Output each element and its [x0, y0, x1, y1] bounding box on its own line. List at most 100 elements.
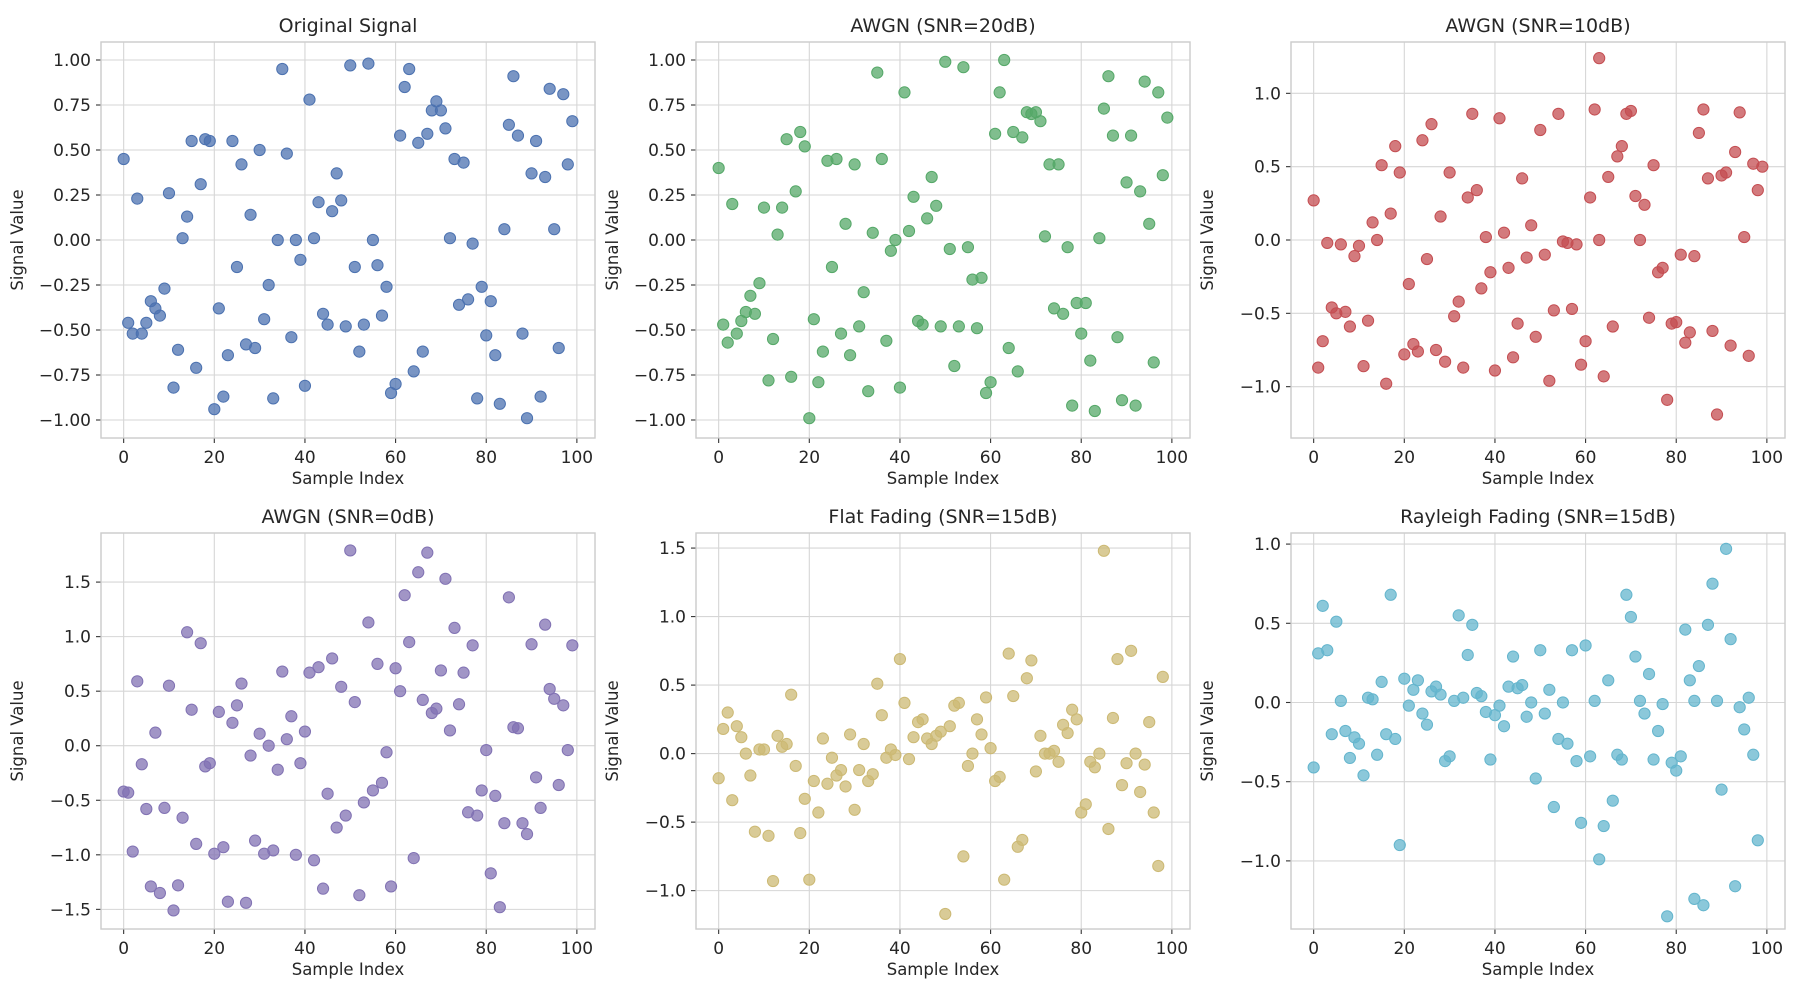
data-point — [439, 572, 452, 585]
y-axis-label: Signal Value — [1198, 189, 1217, 290]
data-point — [776, 201, 789, 214]
data-point — [970, 322, 984, 335]
data-point — [185, 134, 198, 148]
data-point — [443, 724, 457, 737]
data-point — [253, 727, 266, 740]
data-point — [1656, 261, 1669, 274]
data-point — [380, 280, 393, 293]
data-point — [1416, 707, 1429, 720]
data-point — [1593, 52, 1606, 65]
data-point — [1547, 304, 1560, 317]
x-tick-label: 100 — [1156, 448, 1188, 468]
data-point — [248, 341, 262, 355]
data-point — [217, 390, 230, 403]
data-point — [1570, 238, 1583, 251]
data-point — [862, 385, 875, 398]
chart-title: Original Signal — [279, 15, 418, 37]
data-point — [871, 677, 884, 690]
y-tick-label: 0.5 — [659, 676, 686, 696]
data-point — [916, 713, 929, 726]
data-point — [1307, 761, 1320, 774]
data-point — [289, 848, 302, 861]
data-point — [285, 331, 298, 344]
data-point — [1161, 111, 1174, 124]
y-axis-label: Signal Value — [8, 680, 27, 781]
y-tick-label: 0.0 — [1254, 693, 1281, 713]
data-point — [194, 637, 207, 650]
data-point — [384, 880, 398, 893]
data-point — [1475, 282, 1488, 295]
x-tick-label: 40 — [1484, 939, 1506, 959]
data-point — [280, 147, 293, 160]
data-point — [993, 770, 1006, 784]
x-tick-label: 0 — [118, 448, 129, 468]
data-point — [1097, 544, 1110, 557]
data-point — [893, 652, 907, 666]
data-point — [1652, 724, 1665, 738]
data-point — [1156, 670, 1169, 683]
data-point — [1411, 674, 1424, 687]
data-point — [475, 784, 488, 797]
data-point — [1106, 711, 1120, 725]
y-tick-label: −1.0 — [645, 882, 686, 902]
data-point — [144, 880, 157, 893]
data-point — [480, 329, 493, 342]
y-tick-label: 1.00 — [53, 51, 91, 71]
data-point — [1710, 694, 1724, 708]
y-tick-label: −0.5 — [1240, 304, 1281, 324]
data-point — [1375, 675, 1388, 688]
x-tick-label: 60 — [1575, 448, 1597, 468]
data-point — [907, 731, 920, 744]
y-tick-label: 0.50 — [53, 141, 91, 161]
data-point — [516, 817, 529, 830]
y-tick-label: 0.25 — [53, 186, 91, 206]
data-point — [511, 722, 525, 735]
data-point — [131, 675, 144, 688]
data-point — [1330, 615, 1343, 628]
data-point — [1438, 355, 1452, 368]
data-point — [1488, 364, 1502, 377]
data-point — [1661, 910, 1674, 923]
data-point — [153, 886, 167, 900]
data-point — [1751, 184, 1764, 197]
data-point — [1152, 86, 1165, 99]
data-point — [989, 127, 1002, 140]
data-point — [457, 156, 470, 169]
data-point — [1052, 755, 1065, 768]
data-point — [1357, 769, 1370, 782]
data-point — [525, 638, 538, 651]
data-point — [785, 370, 798, 383]
data-point — [1624, 610, 1638, 624]
y-tick-label: 0.0 — [64, 737, 91, 757]
data-point — [1038, 230, 1052, 243]
y-tick-label: −0.50 — [39, 321, 91, 341]
data-point — [1147, 806, 1160, 819]
data-point — [162, 187, 176, 200]
data-point — [489, 349, 502, 362]
data-point — [335, 194, 348, 207]
data-point — [471, 392, 484, 405]
data-point — [566, 115, 579, 128]
data-point — [1520, 251, 1533, 264]
data-point — [498, 817, 511, 830]
data-point — [1593, 853, 1606, 866]
data-point — [1738, 723, 1751, 736]
data-point — [190, 361, 203, 374]
data-point — [1002, 647, 1015, 660]
data-point — [1484, 753, 1497, 766]
data-point — [303, 666, 316, 679]
x-tick-label: 100 — [1751, 448, 1783, 468]
x-tick-label: 20 — [1393, 448, 1415, 468]
data-point — [1670, 764, 1683, 777]
data-point — [739, 747, 752, 760]
data-point — [1624, 104, 1638, 118]
data-point — [966, 747, 979, 760]
x-tick-label: 60 — [980, 939, 1002, 959]
data-point — [162, 679, 176, 692]
data-point — [167, 904, 180, 917]
data-point — [1366, 693, 1379, 706]
data-point — [1710, 408, 1724, 421]
data-point — [1661, 393, 1674, 406]
data-point — [1565, 302, 1579, 316]
data-point — [267, 392, 280, 405]
